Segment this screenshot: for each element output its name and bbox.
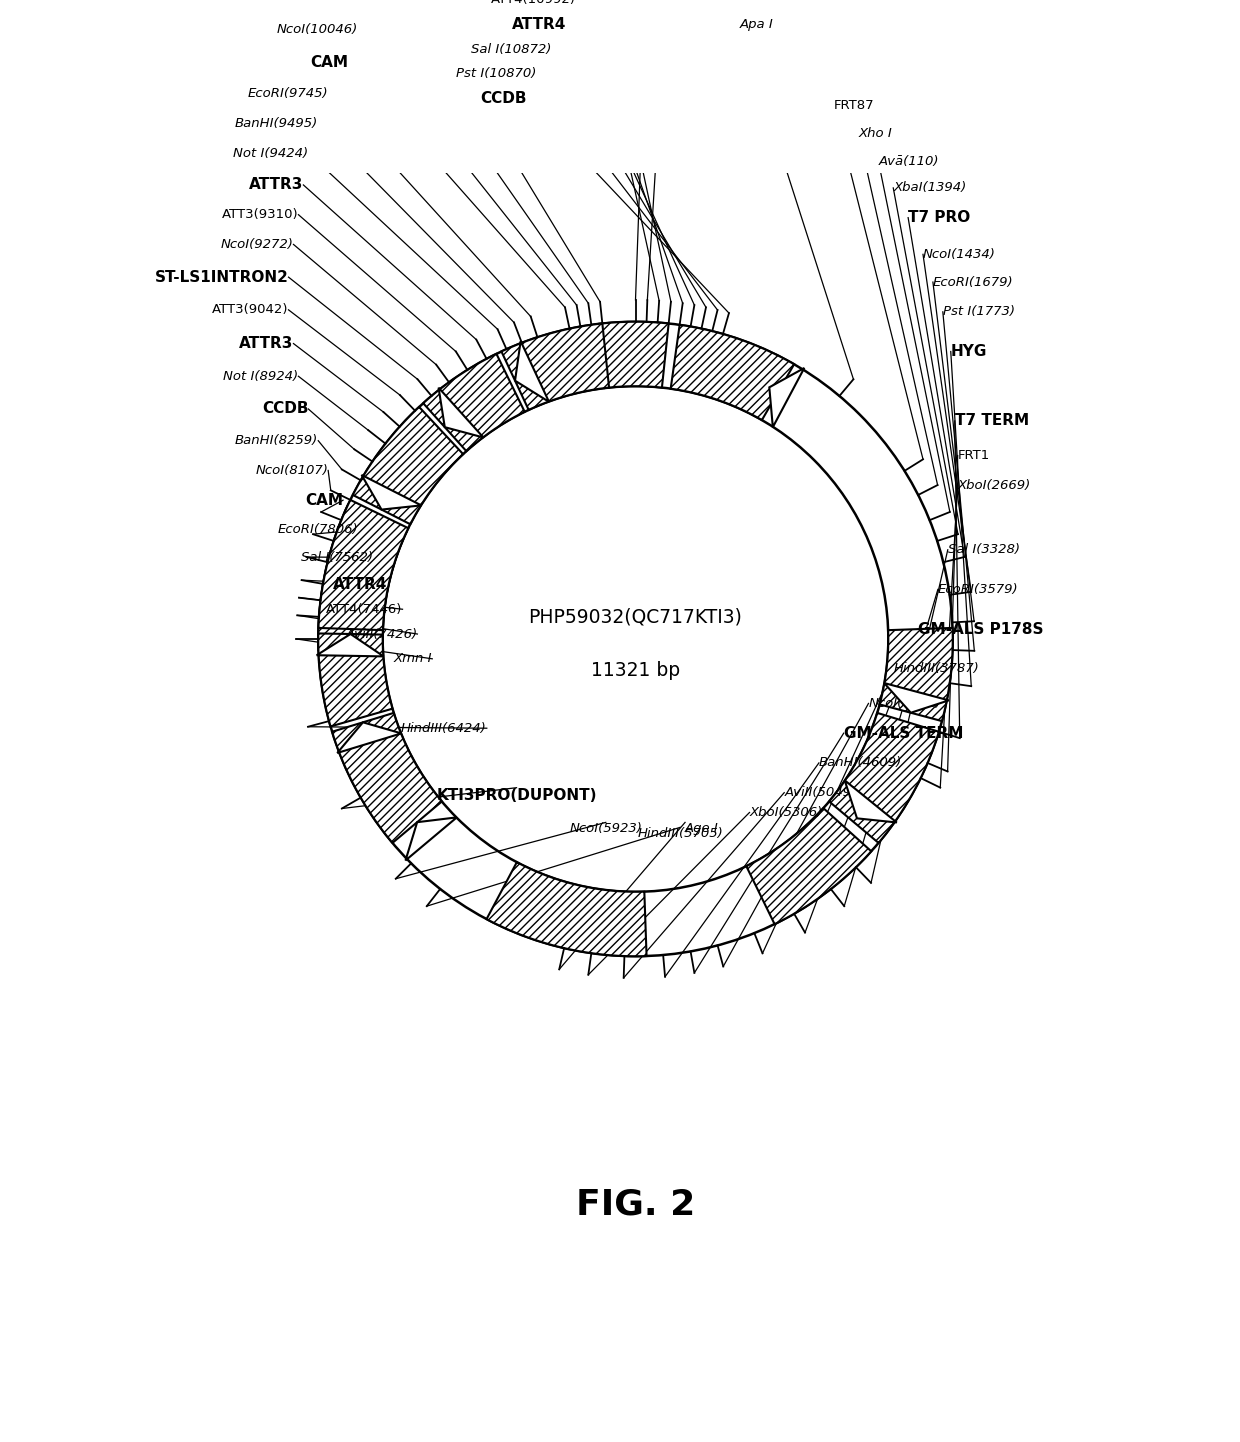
Text: Xmn I: Xmn I [394,652,433,665]
Text: NcoI(9272): NcoI(9272) [221,238,294,251]
Polygon shape [316,634,383,656]
Text: 11321 bp: 11321 bp [591,662,680,681]
Text: CCDB: CCDB [480,91,527,107]
PathPatch shape [501,323,609,410]
Text: ATT4(7446): ATT4(7446) [326,603,403,616]
Text: BanHI(4609): BanHI(4609) [818,757,903,770]
Text: T7 PRO: T7 PRO [908,211,971,225]
PathPatch shape [596,322,668,388]
Text: Pst I(1773): Pst I(1773) [942,306,1014,319]
Text: NcoI(4181): NcoI(4181) [868,696,941,709]
Text: HYG: HYG [951,345,987,359]
Text: EcoRI(1679): EcoRI(1679) [932,275,1013,288]
Text: HindIII(3787): HindIII(3787) [893,662,980,675]
Polygon shape [515,342,549,402]
Polygon shape [884,684,949,712]
PathPatch shape [486,862,646,956]
Text: Sal I(3328): Sal I(3328) [947,544,1019,557]
Polygon shape [405,818,456,861]
PathPatch shape [319,500,408,630]
Text: Sal I(10872): Sal I(10872) [471,43,552,56]
Polygon shape [337,722,402,753]
Text: Apa I: Apa I [739,17,774,30]
Text: GM-ALS TERM: GM-ALS TERM [843,725,963,741]
Text: XboI(5306): XboI(5306) [749,806,823,819]
Text: Avā(110): Avā(110) [878,154,939,167]
PathPatch shape [830,712,939,844]
Text: XbaI(1394): XbaI(1394) [893,182,966,195]
Text: AviII(5049): AviII(5049) [784,786,857,799]
Text: AviII(7426): AviII(7426) [345,627,418,640]
Text: FRT87: FRT87 [833,99,874,112]
PathPatch shape [353,407,463,525]
Text: ATT3(9042): ATT3(9042) [212,303,289,316]
Polygon shape [439,388,484,437]
Text: FIG. 2: FIG. 2 [575,1187,696,1221]
Polygon shape [844,780,897,822]
PathPatch shape [671,324,794,420]
Text: Not I(8924): Not I(8924) [223,369,299,382]
Text: T7 TERM: T7 TERM [955,414,1029,428]
Text: Age I: Age I [684,822,719,835]
Text: PHP59032(QC717KTI3): PHP59032(QC717KTI3) [528,607,743,627]
Text: CAM: CAM [305,493,343,508]
Text: FRT1: FRT1 [957,448,990,461]
Text: Sal I(7562): Sal I(7562) [301,551,373,564]
Text: EcoRI(3579): EcoRI(3579) [937,583,1018,596]
Text: ST-LS1INTRON2: ST-LS1INTRON2 [155,270,289,284]
Text: Not I(9424): Not I(9424) [233,147,309,160]
Text: KTI3PRO(DUPONT): KTI3PRO(DUPONT) [436,787,596,803]
Text: EcoRI(7806): EcoRI(7806) [278,523,358,536]
Text: ATTR4: ATTR4 [512,17,567,32]
Text: Xho I: Xho I [858,127,893,140]
Text: Pst I(10870): Pst I(10870) [456,68,537,81]
Text: EcoRI(9745): EcoRI(9745) [248,87,329,101]
Text: BanHI(8259): BanHI(8259) [236,434,319,447]
PathPatch shape [746,808,872,924]
Text: XboI(2669): XboI(2669) [957,479,1030,492]
Text: HindIII(5705): HindIII(5705) [637,828,723,841]
Text: GM-ALS P178S: GM-ALS P178S [918,622,1044,636]
Text: NcoI(8107): NcoI(8107) [255,464,329,477]
Polygon shape [769,368,805,427]
PathPatch shape [879,627,952,721]
Text: ATTR3: ATTR3 [239,336,294,350]
Text: CCDB: CCDB [262,401,309,417]
Text: ATT3(9310): ATT3(9310) [222,208,299,221]
Text: CAM: CAM [310,55,348,69]
Text: ATTR4: ATTR4 [334,577,388,593]
Text: NcoI(1434): NcoI(1434) [923,248,996,261]
Text: BanHI(9495): BanHI(9495) [236,117,319,130]
Text: ATT4(10992): ATT4(10992) [491,0,577,6]
Text: NcoI(10046): NcoI(10046) [277,23,358,36]
Text: HindIII(6424): HindIII(6424) [401,721,487,735]
Text: NcoI(5923): NcoI(5923) [569,822,642,835]
PathPatch shape [423,353,525,451]
PathPatch shape [319,505,407,650]
PathPatch shape [319,633,393,727]
PathPatch shape [332,712,441,844]
Polygon shape [362,474,422,509]
Text: ATTR3: ATTR3 [249,177,304,192]
